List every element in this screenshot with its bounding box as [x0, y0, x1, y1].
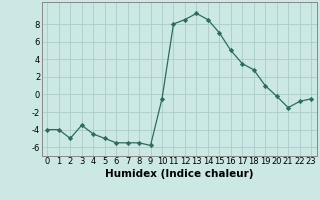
- X-axis label: Humidex (Indice chaleur): Humidex (Indice chaleur): [105, 169, 253, 179]
